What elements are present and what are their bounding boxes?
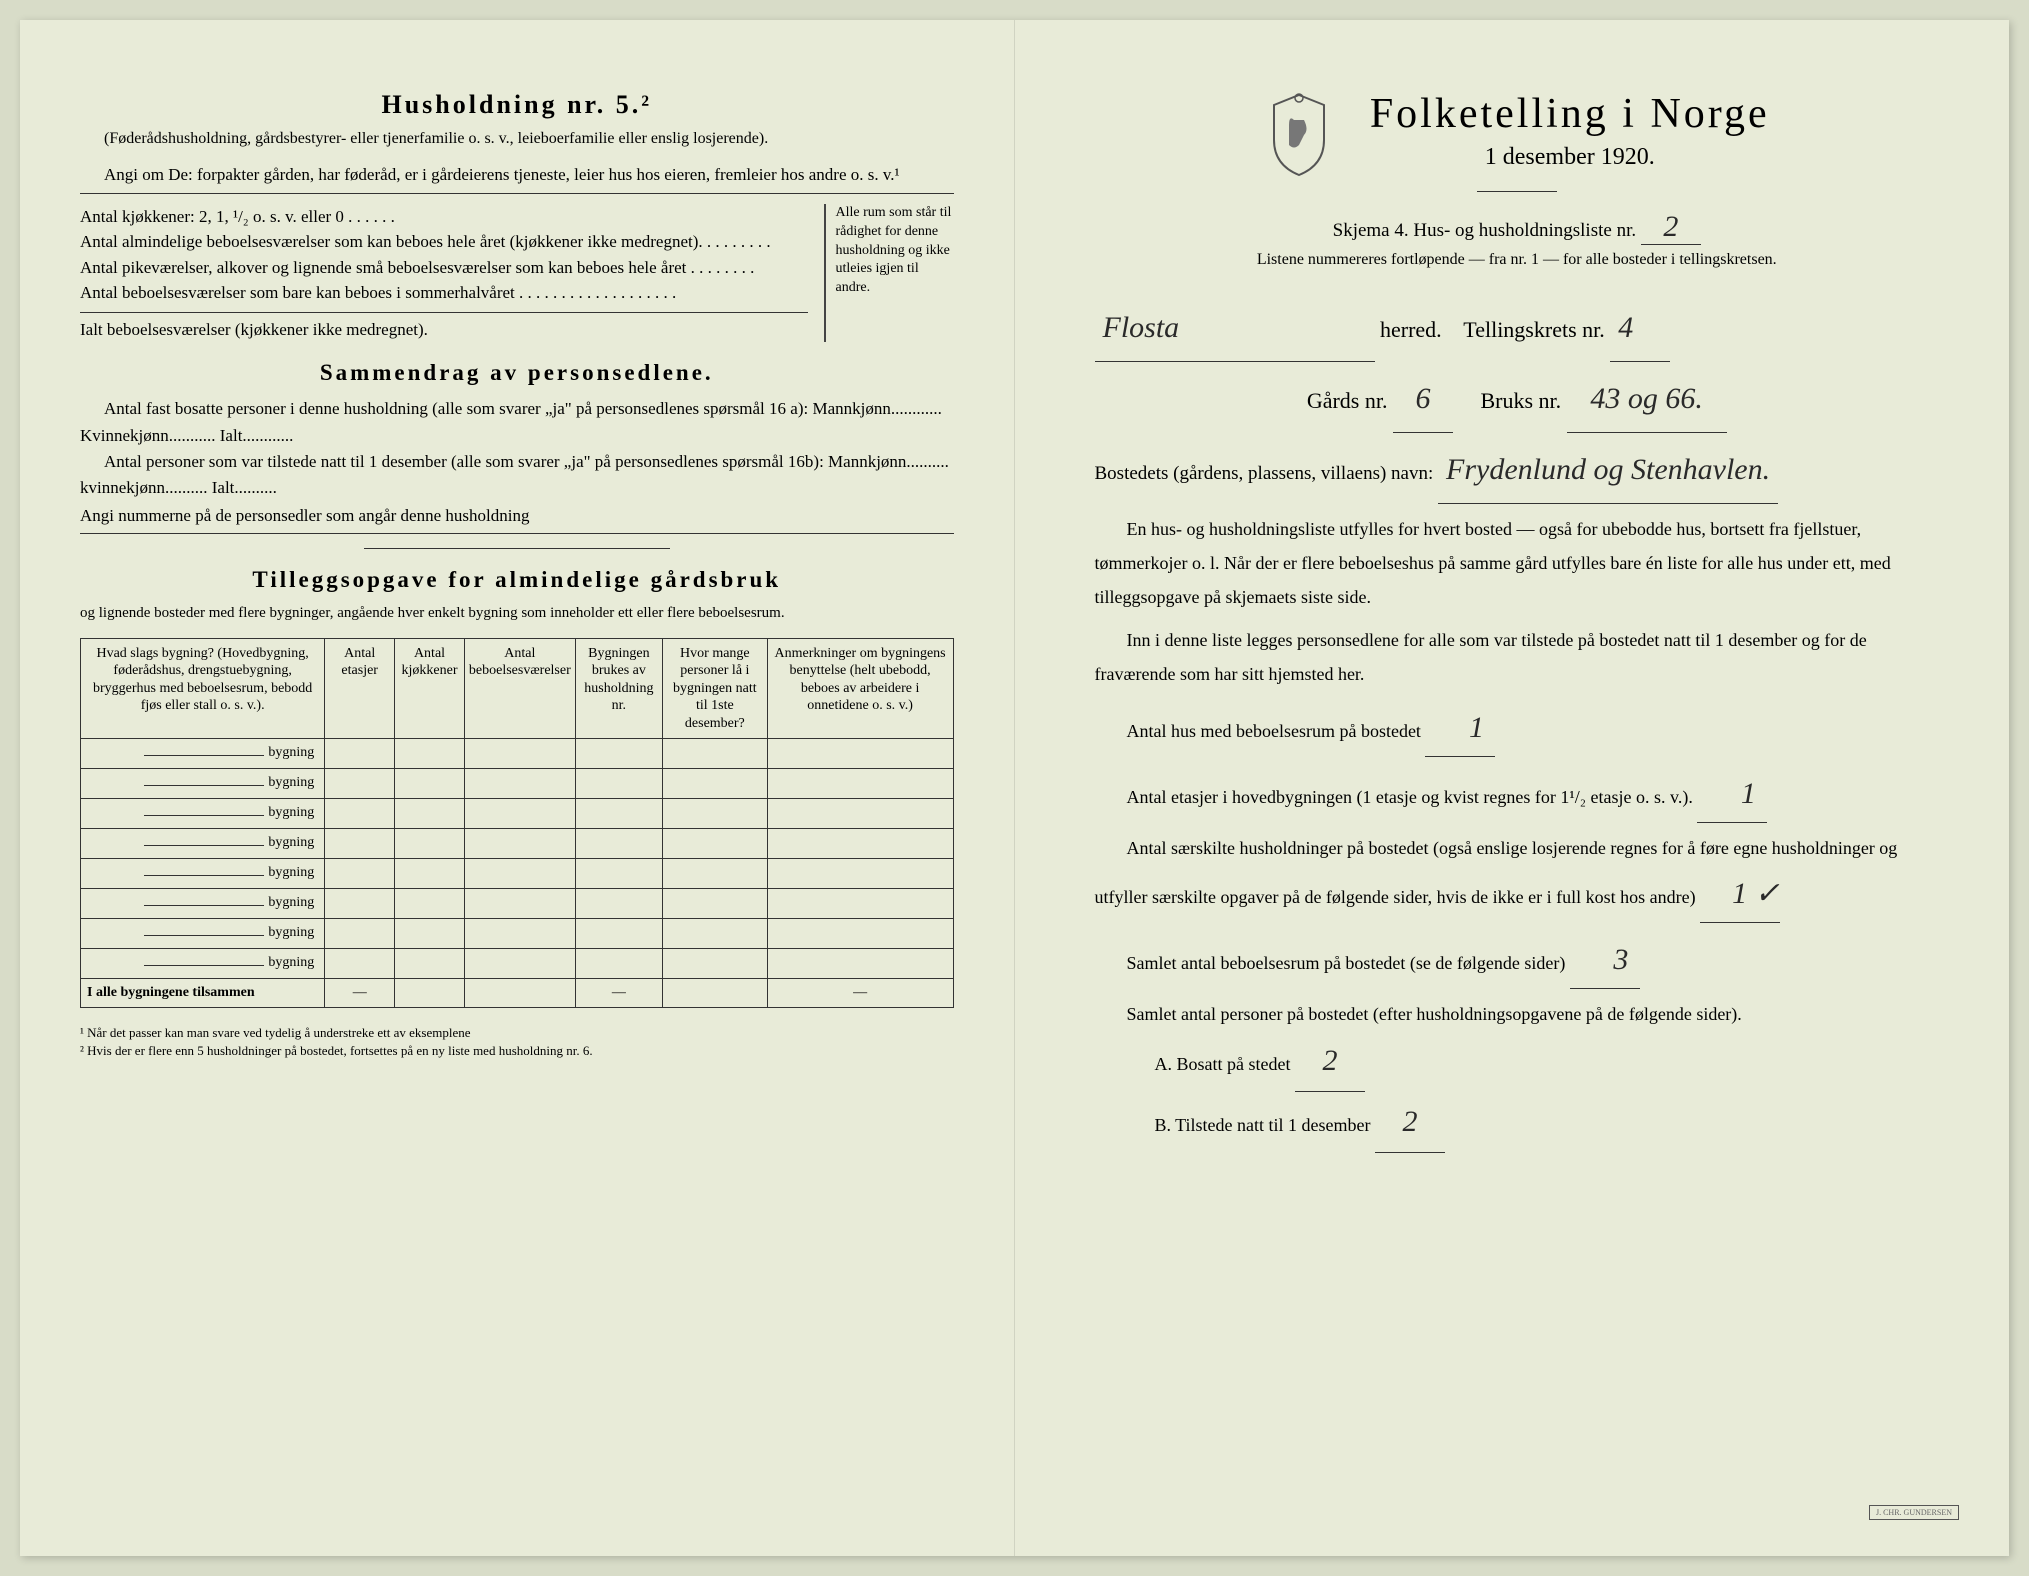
room-line-4: Antal beboelsesværelser som bare kan beb… bbox=[80, 280, 808, 306]
bosted-row: Bostedets (gårdens, plassens, villaens) … bbox=[1095, 437, 1940, 504]
q4-row: Samlet antal beboelsesrum på bostedet (s… bbox=[1095, 931, 1940, 989]
farm-table: Hvad slags bygning? (Hovedbygning, føder… bbox=[80, 638, 954, 1009]
q5-sublist: A. Bosatt på stedet 2 B. Tilstede natt t… bbox=[1155, 1031, 1940, 1153]
schema-nr: 2 bbox=[1641, 210, 1701, 245]
household-note: (Føderådshusholdning, gårdsbestyrer- ell… bbox=[80, 128, 954, 150]
col-vaerelser: Antal beboelsesværelser bbox=[464, 638, 575, 739]
a5b: 2 bbox=[1375, 1092, 1445, 1153]
rule bbox=[364, 548, 670, 549]
rule bbox=[1477, 191, 1557, 192]
list-instruction: Listene nummereres fortløpende — fra nr.… bbox=[1095, 251, 1940, 269]
col-brukes: Bygningen brukes av husholdning nr. bbox=[575, 638, 662, 739]
summary-heading: Sammendrag av personsedlene. bbox=[80, 360, 954, 386]
q1-row: Antal hus med beboelsesrum på bostedet 1 bbox=[1095, 699, 1940, 757]
room-line-1: Antal kjøkkener: 2, 1, ¹/₂ o. s. v. elle… bbox=[80, 204, 808, 230]
tillegg-note: og lignende bosteder med flere bygninger… bbox=[80, 603, 954, 624]
bruks-nr: 43 og 66. bbox=[1567, 366, 1727, 433]
q5a-row: A. Bosatt på stedet 2 bbox=[1155, 1031, 1940, 1092]
footnote-2: ² Hvis der er flere enn 5 husholdninger … bbox=[80, 1042, 954, 1060]
q2-row: Antal etasjer i hovedbygningen (1 etasje… bbox=[1095, 765, 1940, 823]
room-line-2: Antal almindelige beboelsesværelser som … bbox=[80, 229, 808, 255]
table-row: bygning bbox=[81, 829, 954, 859]
document-spread: Husholdning nr. 5.² (Føderådshusholdning… bbox=[20, 20, 2009, 1556]
a1: 1 bbox=[1425, 699, 1495, 757]
summary-p2: Antal personer som var tilstede natt til… bbox=[80, 449, 954, 502]
table-row: bygning bbox=[81, 799, 954, 829]
room-line-3: Antal pikeværelser, alkover og lignende … bbox=[80, 255, 808, 281]
col-bygning: Hvad slags bygning? (Hovedbygning, føder… bbox=[81, 638, 325, 739]
a3: 1 ✓ bbox=[1700, 865, 1780, 923]
angi-line: Angi om De: forpakter gården, har føderå… bbox=[80, 162, 954, 188]
printer-stamp: J. CHR. GUNDERSEN bbox=[1869, 1505, 1959, 1520]
footnote-1: ¹ Når det passer kan man svare ved tydel… bbox=[80, 1024, 954, 1042]
left-page: Husholdning nr. 5.² (Føderådshusholdning… bbox=[20, 20, 1015, 1556]
right-page: Folketelling i Norge 1 desember 1920. Sk… bbox=[1015, 20, 2010, 1556]
a5a: 2 bbox=[1295, 1031, 1365, 1092]
bosted-navn: Frydenlund og Stenhavlen. bbox=[1438, 437, 1778, 504]
room-margin-note: Alle rum som står til rådighet for denne… bbox=[824, 204, 954, 343]
table-total-row: I alle bygningene tilsammen ——— bbox=[81, 979, 954, 1008]
room-questions: Antal kjøkkener: 2, 1, ¹/₂ o. s. v. elle… bbox=[80, 204, 808, 343]
a2: 1 bbox=[1697, 765, 1767, 823]
col-anmerk: Anmerkninger om bygningens benyttelse (h… bbox=[767, 638, 953, 739]
title-block: Folketelling i Norge 1 desember 1920. Sk… bbox=[1095, 90, 1940, 269]
q5-row: Samlet antal personer på bostedet (efter… bbox=[1095, 997, 1940, 1031]
rule bbox=[80, 193, 954, 194]
main-date: 1 desember 1920. bbox=[1370, 144, 1770, 171]
room-line-5: Ialt beboelsesværelser (kjøkkener ikke m… bbox=[80, 312, 808, 343]
q5b-row: B. Tilstede natt til 1 desember 2 bbox=[1155, 1092, 1940, 1153]
table-row: bygning bbox=[81, 919, 954, 949]
col-etasjer: Antal etasjer bbox=[325, 638, 395, 739]
col-kjokkener: Antal kjøkkener bbox=[395, 638, 465, 739]
table-row: bygning bbox=[81, 889, 954, 919]
table-row: bygning bbox=[81, 949, 954, 979]
krets-nr: 4 bbox=[1610, 295, 1670, 362]
q3-row: Antal særskilte husholdninger på bostede… bbox=[1095, 831, 1940, 923]
household-heading: Husholdning nr. 5.² bbox=[80, 90, 954, 120]
gards-row: Gårds nr. 6 Bruks nr. 43 og 66. bbox=[1095, 366, 1940, 433]
para-1: En hus- og husholdningsliste utfylles fo… bbox=[1095, 512, 1940, 615]
table-row: bygning bbox=[81, 739, 954, 769]
para-2: Inn i denne liste legges personsedlene f… bbox=[1095, 623, 1940, 691]
main-title: Folketelling i Norge bbox=[1370, 90, 1770, 138]
tillegg-heading: Tilleggsopgave for almindelige gårdsbruk bbox=[80, 567, 954, 593]
a4: 3 bbox=[1570, 931, 1640, 989]
col-personer: Hvor mange personer lå i bygningen natt … bbox=[663, 638, 768, 739]
crest-icon bbox=[1264, 90, 1334, 180]
gards-nr: 6 bbox=[1393, 366, 1453, 433]
summary-p3: Angi nummerne på de personsedler som ang… bbox=[80, 502, 954, 534]
room-block: Antal kjøkkener: 2, 1, ¹/₂ o. s. v. elle… bbox=[80, 204, 954, 343]
herred-value: Flosta bbox=[1095, 295, 1375, 362]
herred-row: Flosta herred. Tellingskrets nr. 4 bbox=[1095, 295, 1940, 362]
schema-line: Skjema 4. Hus- og husholdningsliste nr. … bbox=[1095, 210, 1940, 245]
table-row: bygning bbox=[81, 859, 954, 889]
footnotes: ¹ Når det passer kan man svare ved tydel… bbox=[80, 1024, 954, 1060]
summary-p1: Antal fast bosatte personer i denne hush… bbox=[80, 396, 954, 449]
table-row: bygning bbox=[81, 769, 954, 799]
farm-table-body: bygning bygning bygning bygning bygning … bbox=[81, 739, 954, 1008]
